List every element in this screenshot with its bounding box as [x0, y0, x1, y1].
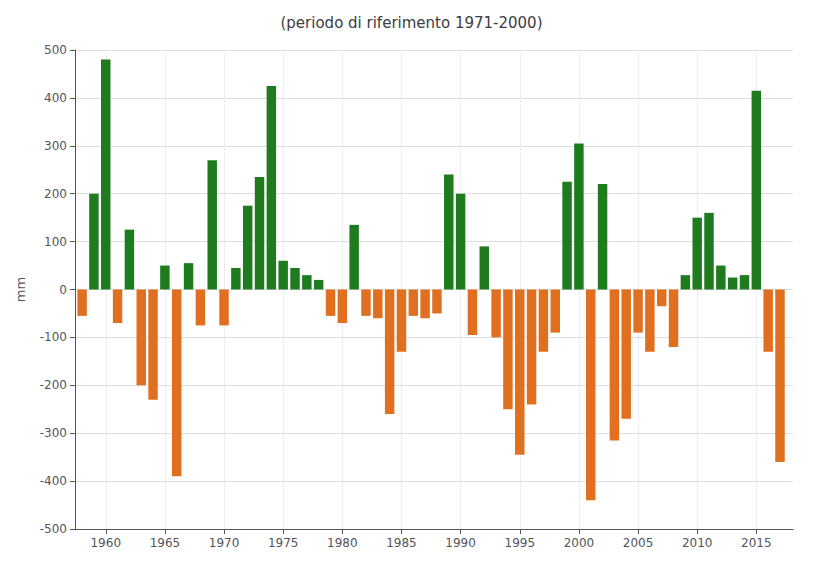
svg-text:200: 200 [44, 187, 67, 201]
svg-text:mm: mm [13, 277, 28, 302]
svg-text:-400: -400 [40, 474, 67, 488]
svg-text:1965: 1965 [150, 536, 181, 550]
svg-text:-500: -500 [40, 522, 67, 536]
svg-text:2000: 2000 [564, 536, 595, 550]
svg-text:1980: 1980 [327, 536, 358, 550]
svg-text:1960: 1960 [90, 536, 121, 550]
svg-text:1970: 1970 [209, 536, 240, 550]
svg-text:500: 500 [44, 43, 67, 57]
svg-text:-200: -200 [40, 378, 67, 392]
svg-text:0: 0 [59, 283, 67, 297]
svg-text:1985: 1985 [386, 536, 417, 550]
svg-text:1995: 1995 [504, 536, 535, 550]
svg-text:300: 300 [44, 139, 67, 153]
svg-text:-300: -300 [40, 426, 67, 440]
svg-text:2010: 2010 [682, 536, 713, 550]
svg-text:1990: 1990 [445, 536, 476, 550]
svg-text:400: 400 [44, 91, 67, 105]
svg-text:100: 100 [44, 235, 67, 249]
svg-text:2005: 2005 [623, 536, 654, 550]
svg-text:2015: 2015 [741, 536, 772, 550]
svg-text:-100: -100 [40, 330, 67, 344]
svg-text:1975: 1975 [268, 536, 299, 550]
svg-text:(periodo di riferimento 1971-2: (periodo di riferimento 1971-2000) [280, 14, 542, 32]
